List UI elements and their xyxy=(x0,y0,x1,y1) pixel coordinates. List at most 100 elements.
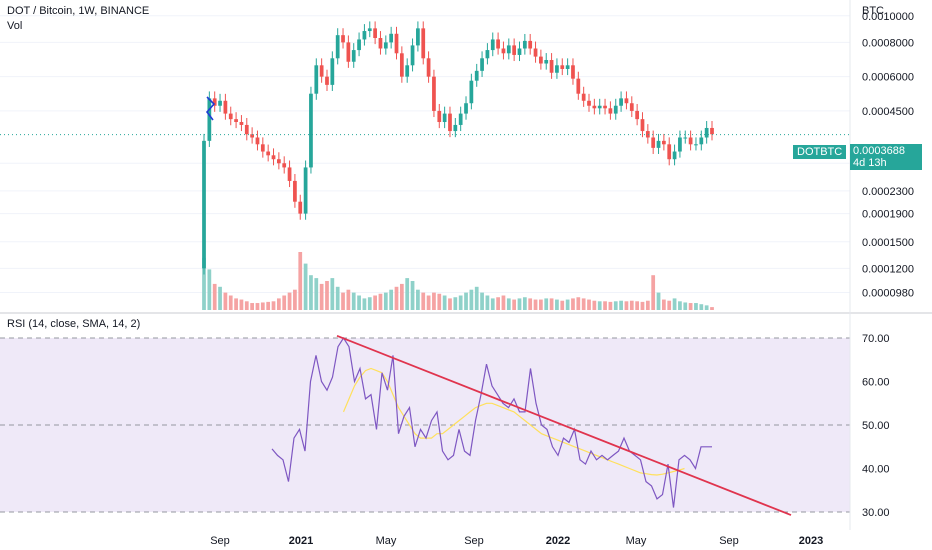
volume-bar xyxy=(496,297,500,310)
volume-bar xyxy=(517,298,522,310)
candle-body xyxy=(373,28,377,39)
volume-bar xyxy=(394,286,399,310)
candles xyxy=(202,21,714,275)
volume-bar xyxy=(704,305,709,310)
candle-body xyxy=(555,65,559,73)
candle-body xyxy=(255,137,260,145)
candle-body xyxy=(710,127,714,135)
volume-bar xyxy=(442,295,447,310)
volume-bar xyxy=(453,297,458,310)
candle-body xyxy=(218,100,222,106)
time-tick-label: Sep xyxy=(210,535,230,547)
candle-body xyxy=(512,45,517,55)
volume-bar xyxy=(367,297,372,310)
volume-bar xyxy=(373,295,377,310)
volume-bar xyxy=(672,298,677,310)
volume-bar xyxy=(619,300,623,310)
candle-body xyxy=(464,103,468,114)
candle-body xyxy=(667,144,672,160)
candle-body xyxy=(480,58,484,71)
candle-body xyxy=(506,45,511,54)
volume-bar xyxy=(389,289,394,310)
candle-body xyxy=(501,48,506,54)
volume-bar xyxy=(587,299,591,310)
bar-countdown: 4d 13h xyxy=(853,157,887,169)
volume-bar xyxy=(399,283,404,310)
volume-bar xyxy=(357,295,361,310)
volume-bar xyxy=(485,295,490,310)
candle-body xyxy=(597,105,602,109)
candle-body xyxy=(490,39,495,51)
volume-bar xyxy=(539,299,543,310)
volume-bar xyxy=(464,292,468,310)
volume-bar xyxy=(378,293,383,310)
volume-bar xyxy=(474,286,479,310)
candle-body xyxy=(405,65,410,77)
volume-bar xyxy=(212,283,217,310)
candle-body xyxy=(362,31,367,40)
volume-bar xyxy=(287,292,292,310)
candle-body xyxy=(442,113,447,123)
candle-body xyxy=(683,137,688,139)
candle-body xyxy=(592,105,597,109)
volume-bar xyxy=(293,289,297,310)
volume-bar xyxy=(688,303,693,310)
volume-bar xyxy=(228,295,233,310)
candle-body xyxy=(250,134,254,138)
volume-bar xyxy=(458,295,463,310)
candle-body xyxy=(228,113,233,120)
candle-body xyxy=(672,151,677,160)
volume-bar xyxy=(260,302,265,310)
candle-body xyxy=(560,65,565,69)
candle-body xyxy=(448,113,452,132)
candle-body xyxy=(416,28,420,46)
volume-bar xyxy=(207,269,212,310)
volume-bar xyxy=(346,289,351,310)
volume-bar xyxy=(234,298,238,310)
volume-bar xyxy=(533,299,538,310)
rsi-sma-line xyxy=(342,367,685,476)
volume-bar xyxy=(276,298,281,310)
last-price-tag: 0.0003688 4d 13h xyxy=(850,144,922,170)
candle-body xyxy=(656,140,661,148)
volume-bar xyxy=(341,292,345,310)
candle-body xyxy=(619,98,623,106)
rsi-tick-label: 60.00 xyxy=(862,377,890,389)
volume-bar xyxy=(432,292,436,310)
volume-bar xyxy=(255,303,260,310)
volume-label: Vol xyxy=(7,20,23,32)
volume-bar xyxy=(678,301,682,310)
volume-bar xyxy=(362,298,367,310)
candle-body xyxy=(276,159,281,164)
rsi-axis: 70.00 60.00 50.00 40.00 30.00 xyxy=(862,333,890,519)
price-tick-label: 0.0001900 xyxy=(862,209,914,221)
volume-bar xyxy=(581,298,586,310)
candle-body xyxy=(603,105,607,109)
candle-body xyxy=(330,58,335,85)
volume-bar xyxy=(629,300,634,310)
volume-bar xyxy=(383,292,388,310)
candle-body xyxy=(399,53,404,77)
volume-bar xyxy=(298,252,303,310)
time-tick-label: May xyxy=(626,535,647,547)
price-tick-label: 0.0002300 xyxy=(862,186,914,198)
candle-body xyxy=(496,39,500,49)
time-tick-label: 2022 xyxy=(546,535,570,547)
candle-body xyxy=(640,119,645,132)
volume-bar xyxy=(699,304,704,310)
price-tick-label: 0.0001200 xyxy=(862,263,914,275)
candle-body xyxy=(383,42,388,49)
volume-bar xyxy=(309,275,313,310)
volume-bar xyxy=(330,278,335,310)
volume-bar xyxy=(266,301,271,310)
volume-bar xyxy=(218,286,222,310)
rsi-levels xyxy=(0,337,850,513)
candle-body xyxy=(662,140,666,145)
volume-bar xyxy=(250,303,254,310)
candle-body xyxy=(528,40,533,49)
candle-body xyxy=(212,98,217,106)
candle-body xyxy=(485,50,490,59)
volume-bars xyxy=(202,252,714,310)
candle-body xyxy=(234,119,238,123)
